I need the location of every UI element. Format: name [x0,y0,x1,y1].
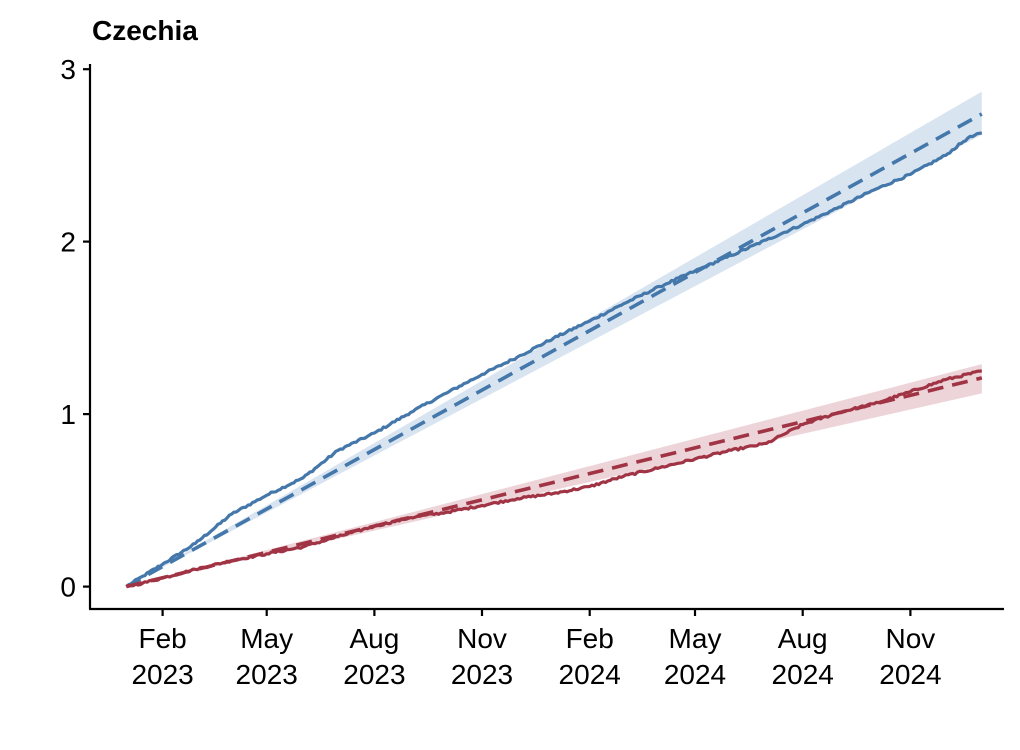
x-tick-label-month: May [240,623,293,654]
x-tick-label-month: Aug [778,623,828,654]
expected-line-series-2 [125,376,983,589]
uncertainty-bands [126,91,982,587]
band-series-1 [126,91,982,587]
x-tick-label-month: Feb [138,623,186,654]
series-lines [125,112,983,589]
x-tick-label-year: 2023 [131,659,193,690]
x-axis-ticks: Feb 2023 May 2023 Aug 2023 Nov 2023 Feb 2024 May 20… [131,609,942,690]
x-tick-label-year: 2024 [879,659,941,690]
y-tick-label: 3 [60,54,76,85]
x-tick-label-year: 2023 [343,659,405,690]
y-tick-label: 0 [60,572,76,603]
x-tick-label-year: 2023 [236,659,298,690]
x-tick-label-month: May [669,623,722,654]
x-tick-label-month: Nov [886,623,936,654]
axes [88,64,1004,611]
band-series-2 [126,364,982,587]
x-tick-label-year: 2023 [451,659,513,690]
expected-line-series-1 [125,112,983,589]
chart-title: Czechia [92,15,198,46]
x-tick-label-month: Feb [566,623,614,654]
observed-line-series-1 [125,131,982,588]
y-tick-label: 1 [60,399,76,430]
y-tick-label: 2 [60,227,76,258]
x-tick-label-month: Nov [457,623,507,654]
x-tick-label-year: 2024 [664,659,726,690]
x-tick-label-year: 2024 [559,659,621,690]
y-axis-ticks: 0 1 2 3 [60,54,90,603]
x-tick-label-month: Aug [349,623,399,654]
x-tick-label-year: 2024 [772,659,834,690]
